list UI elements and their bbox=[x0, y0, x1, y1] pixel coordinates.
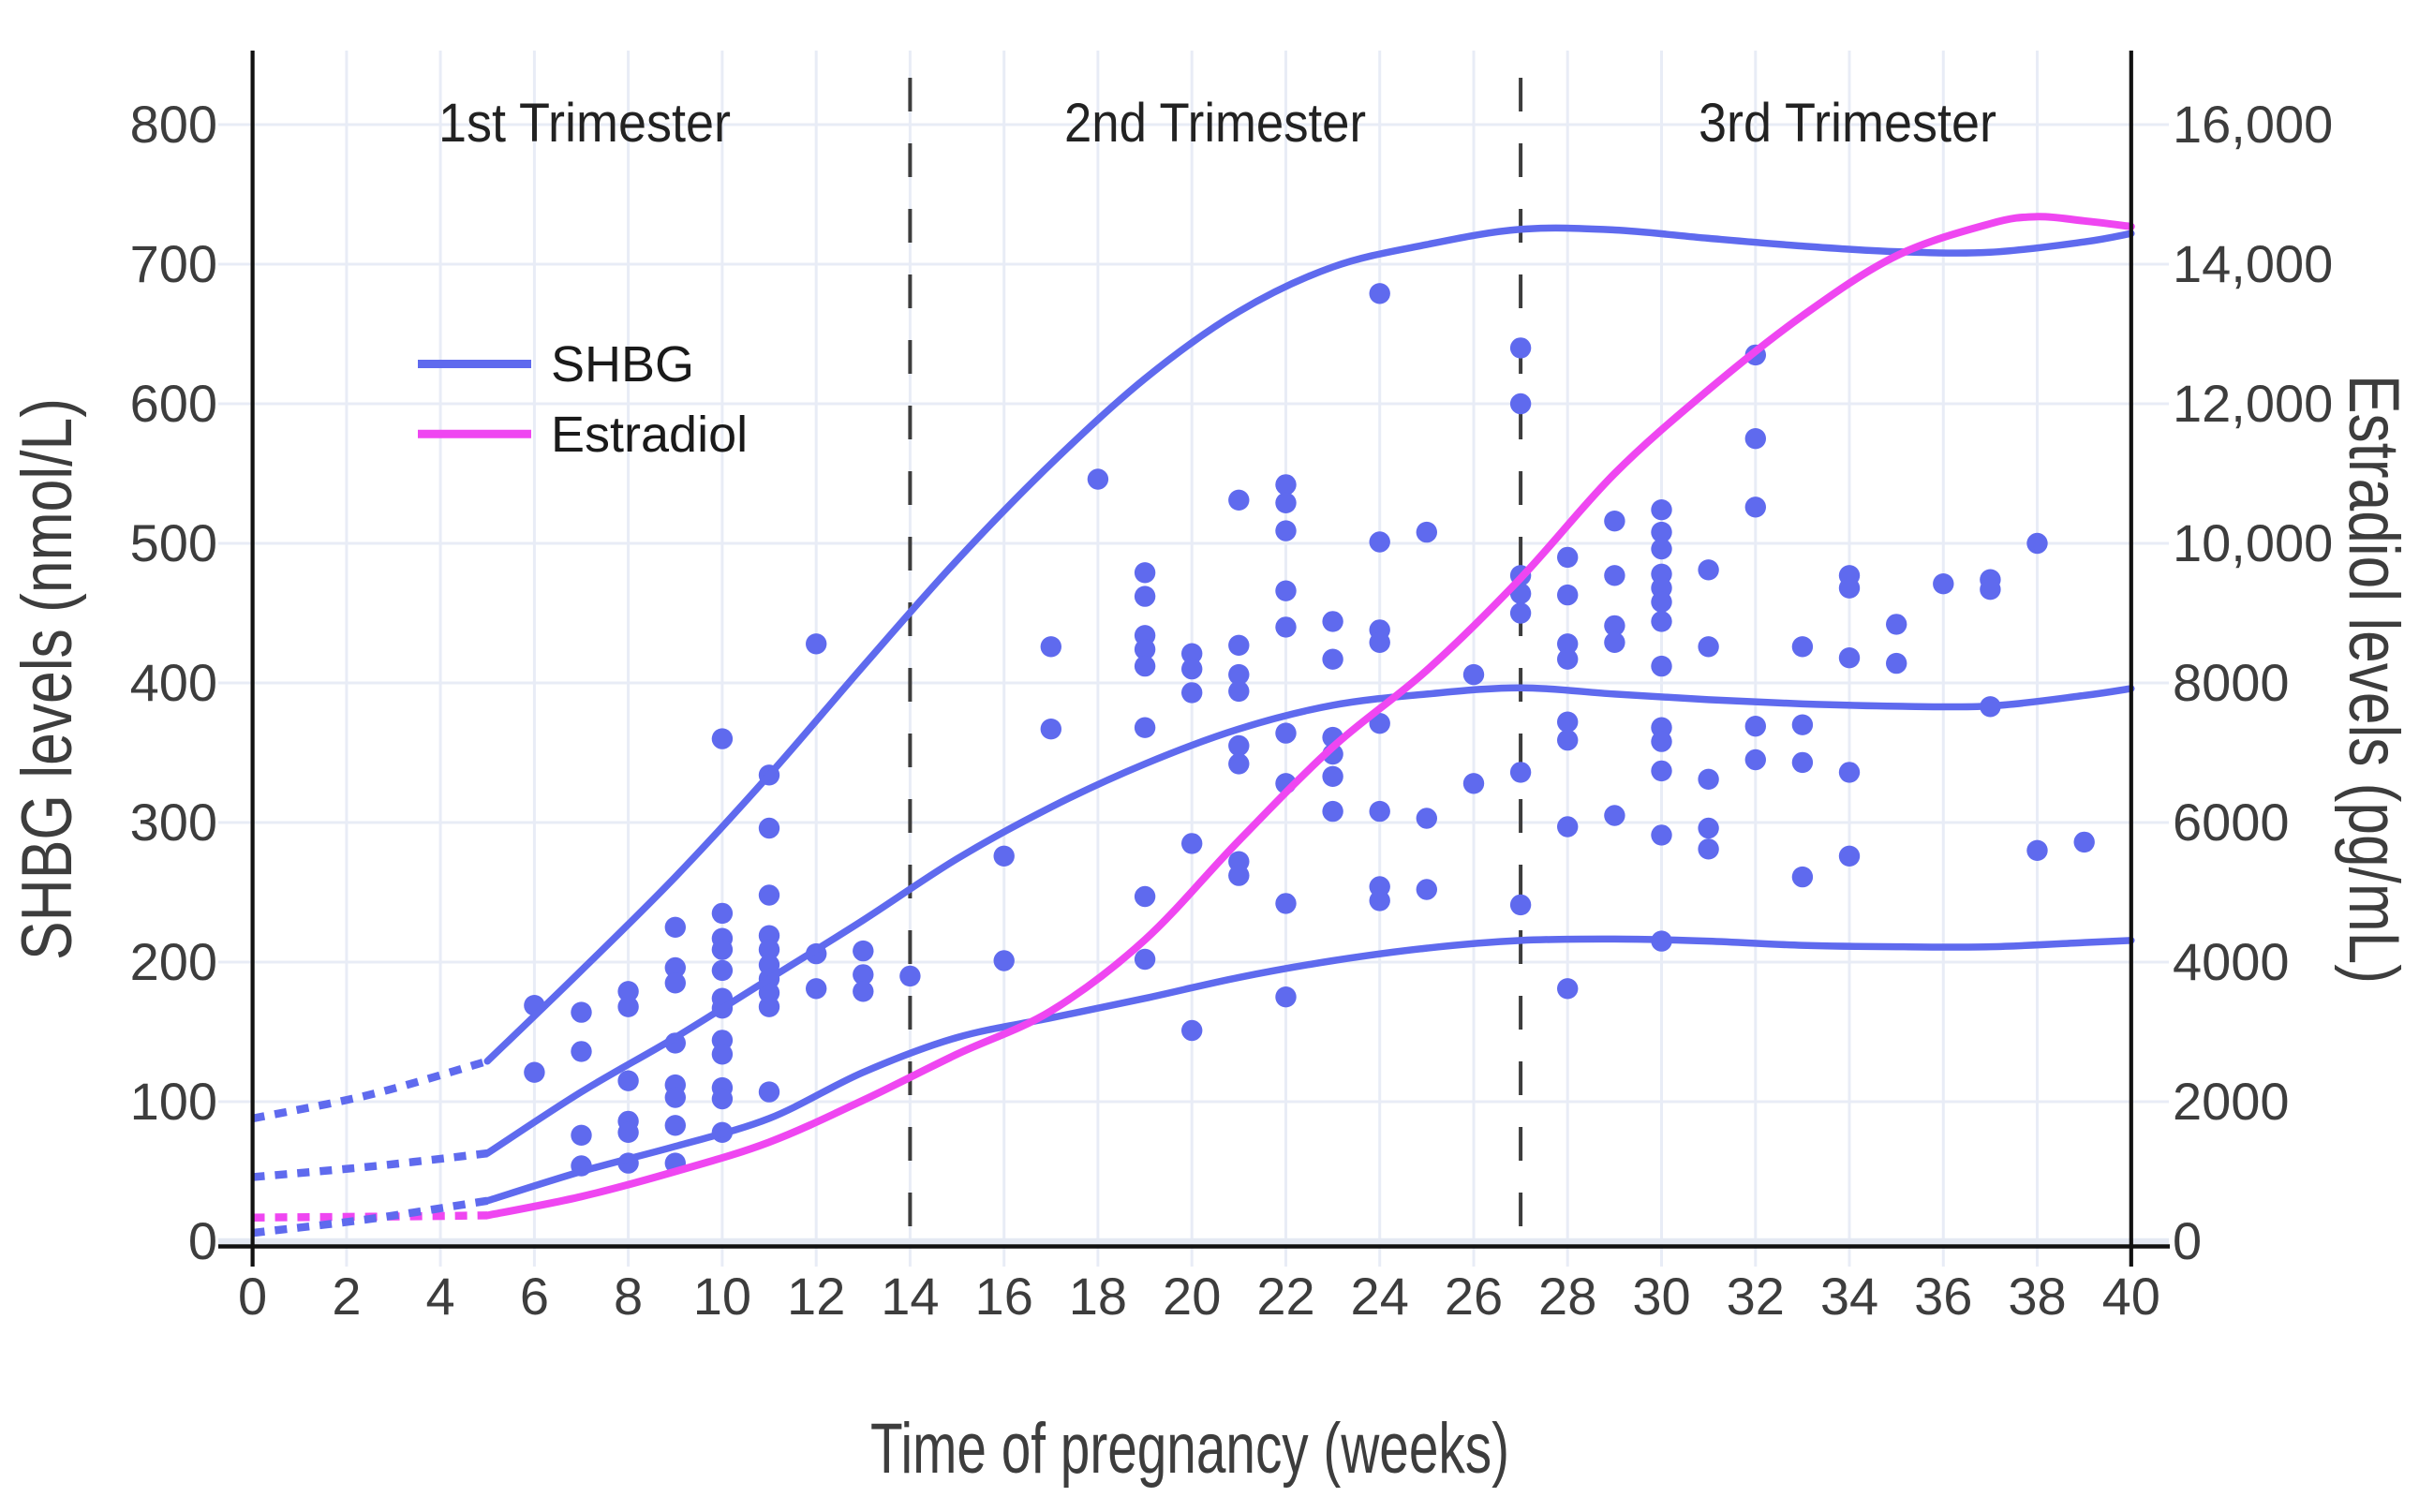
svg-text:2: 2 bbox=[332, 1267, 361, 1326]
svg-text:0: 0 bbox=[188, 1211, 217, 1270]
svg-text:1st Trimester: 1st Trimester bbox=[438, 93, 731, 154]
svg-text:600: 600 bbox=[130, 374, 217, 433]
svg-text:26: 26 bbox=[1445, 1267, 1503, 1326]
svg-text:38: 38 bbox=[2008, 1267, 2066, 1326]
svg-text:SHBG: SHBG bbox=[551, 336, 694, 393]
svg-text:300: 300 bbox=[130, 793, 217, 852]
svg-text:16,000: 16,000 bbox=[2173, 95, 2333, 154]
svg-text:10,000: 10,000 bbox=[2173, 513, 2333, 572]
svg-text:34: 34 bbox=[1820, 1267, 1878, 1326]
svg-text:Estradiol levels (pg/mL): Estradiol levels (pg/mL) bbox=[2334, 375, 2413, 984]
svg-text:Estradiol: Estradiol bbox=[551, 407, 748, 463]
svg-text:Time of pregnancy (weeks): Time of pregnancy (weeks) bbox=[870, 1409, 1509, 1489]
svg-text:0: 0 bbox=[2173, 1211, 2202, 1270]
svg-text:8: 8 bbox=[614, 1267, 643, 1326]
svg-text:4: 4 bbox=[426, 1267, 455, 1326]
svg-text:24: 24 bbox=[1351, 1267, 1409, 1326]
svg-text:8000: 8000 bbox=[2173, 653, 2290, 712]
svg-text:700: 700 bbox=[130, 234, 217, 293]
svg-text:36: 36 bbox=[1914, 1267, 1972, 1326]
svg-text:800: 800 bbox=[130, 95, 217, 154]
svg-text:6000: 6000 bbox=[2173, 793, 2290, 852]
svg-text:3rd Trimester: 3rd Trimester bbox=[1699, 93, 1996, 154]
svg-text:14,000: 14,000 bbox=[2173, 234, 2333, 293]
svg-text:500: 500 bbox=[130, 513, 217, 572]
svg-text:32: 32 bbox=[1727, 1267, 1785, 1326]
svg-text:16: 16 bbox=[975, 1267, 1033, 1326]
svg-text:22: 22 bbox=[1256, 1267, 1314, 1326]
svg-text:SHBG levels (nmol/L): SHBG levels (nmol/L) bbox=[7, 398, 87, 960]
svg-text:30: 30 bbox=[1632, 1267, 1690, 1326]
svg-text:2nd Trimester: 2nd Trimester bbox=[1064, 93, 1366, 154]
svg-text:12: 12 bbox=[787, 1267, 845, 1326]
svg-text:100: 100 bbox=[130, 1072, 217, 1131]
svg-text:18: 18 bbox=[1069, 1267, 1127, 1326]
svg-text:20: 20 bbox=[1163, 1267, 1221, 1326]
svg-text:4000: 4000 bbox=[2173, 932, 2290, 991]
svg-text:400: 400 bbox=[130, 653, 217, 712]
svg-text:12,000: 12,000 bbox=[2173, 374, 2333, 433]
svg-text:28: 28 bbox=[1538, 1267, 1596, 1326]
svg-text:2000: 2000 bbox=[2173, 1072, 2290, 1131]
svg-text:10: 10 bbox=[693, 1267, 751, 1326]
svg-text:40: 40 bbox=[2102, 1267, 2160, 1326]
svg-text:6: 6 bbox=[520, 1267, 549, 1326]
svg-text:14: 14 bbox=[881, 1267, 939, 1326]
svg-text:200: 200 bbox=[130, 932, 217, 991]
svg-text:0: 0 bbox=[238, 1267, 267, 1326]
